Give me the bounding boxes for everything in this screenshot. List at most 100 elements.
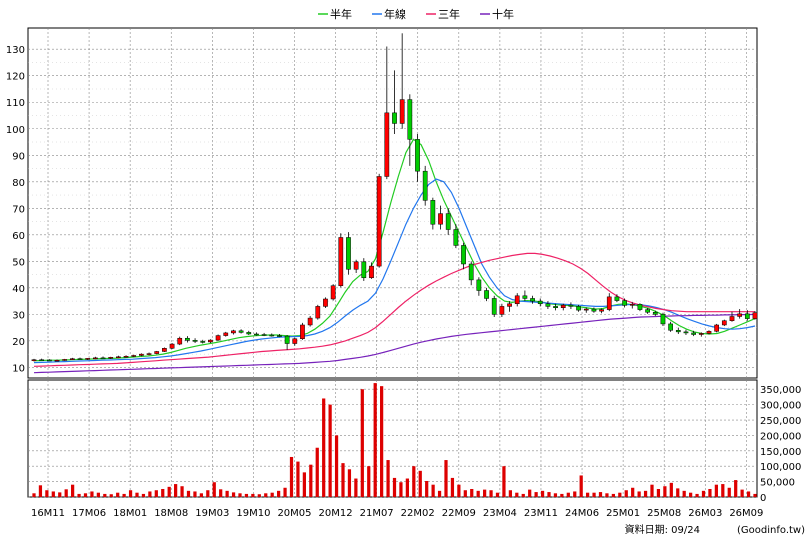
candle-body — [54, 359, 60, 362]
x-tick-label: 18M01 — [113, 508, 147, 519]
volume-bar — [714, 484, 718, 497]
candle-body — [384, 112, 390, 177]
volume-bar — [689, 492, 693, 497]
volume-bar — [193, 491, 197, 497]
candle-body — [261, 334, 267, 336]
candle-body — [162, 348, 167, 352]
volume-plot-area — [27, 379, 758, 498]
volume-bar — [128, 490, 133, 497]
candle-body — [361, 261, 367, 279]
volume-bar — [116, 492, 120, 497]
candle-body — [706, 331, 712, 334]
volume-bar — [174, 484, 178, 497]
volume-bar — [367, 466, 371, 497]
ma-line-十年 — [33, 313, 756, 374]
price-tick-label: 130 — [6, 45, 25, 56]
candle-body — [100, 357, 106, 360]
candle-body — [39, 359, 45, 361]
volume-bar — [347, 469, 352, 497]
candle-body — [131, 355, 137, 357]
volume-bar — [309, 464, 313, 497]
volume-bar — [701, 490, 706, 497]
candle-body — [338, 237, 344, 286]
volume-bar — [437, 490, 442, 497]
candle-body — [146, 353, 152, 355]
volume-bar — [277, 490, 281, 497]
volume-tick-label: 150,000 — [760, 447, 801, 458]
volume-bar — [109, 494, 113, 497]
volume-bar — [328, 404, 332, 497]
volume-bar — [161, 488, 165, 497]
x-tick-label: 25M08 — [647, 508, 681, 519]
volume-bar — [64, 489, 68, 497]
volume-bar — [682, 490, 686, 497]
volume-bar — [380, 386, 384, 497]
volume-bar — [51, 491, 55, 497]
volume-bar — [611, 493, 615, 497]
volume-bar — [244, 493, 249, 497]
volume-bar — [515, 492, 519, 497]
x-tick-label: 19M03 — [195, 508, 229, 519]
candle-body — [691, 332, 696, 335]
candle-body — [530, 298, 535, 302]
candle-body — [246, 332, 252, 335]
price-tick-label: 40 — [12, 284, 25, 295]
candle-body — [599, 309, 604, 312]
candle-body — [721, 320, 727, 326]
volume-bar — [315, 447, 319, 497]
volume-bar — [566, 492, 570, 497]
candle-body — [514, 295, 520, 305]
candle-body — [315, 306, 321, 319]
volume-bar — [373, 383, 377, 497]
candle-body — [215, 335, 221, 341]
volume-bar — [721, 484, 725, 497]
volume-bar — [450, 477, 455, 497]
volume-bar — [431, 484, 435, 497]
volume-tick-label: 200,000 — [760, 431, 801, 442]
candle-body — [553, 306, 558, 308]
volume-bar — [573, 491, 577, 497]
candle-body — [675, 330, 681, 333]
volume-bar — [392, 477, 397, 497]
candle-body — [629, 304, 635, 306]
x-tick-label: 18M08 — [154, 508, 188, 519]
volume-tick-label: 100,000 — [760, 462, 801, 473]
candle-body — [399, 99, 405, 124]
price-tick-label: 100 — [6, 125, 25, 136]
candle-body — [376, 176, 382, 267]
candle-body — [622, 300, 627, 306]
x-tick-label: 25M01 — [606, 508, 640, 519]
candle-body — [491, 298, 497, 315]
volume-bar — [618, 492, 622, 497]
price-tick-label: 50 — [12, 257, 25, 268]
volume-bar — [540, 490, 545, 497]
x-tick-label: 23M04 — [483, 508, 517, 519]
candle-body — [292, 338, 298, 344]
candle-body — [714, 324, 720, 332]
candle-body — [545, 303, 551, 307]
price-tick-label: 110 — [6, 98, 25, 109]
price-tick-label: 70 — [12, 204, 25, 215]
candle-body — [637, 304, 643, 310]
volume-bar — [605, 493, 609, 497]
candle-body — [330, 285, 336, 300]
volume-bar — [508, 490, 512, 497]
volume-bar — [38, 485, 43, 497]
candle-body — [139, 353, 144, 356]
volume-bar — [238, 493, 242, 497]
volume-bar — [264, 493, 268, 497]
volume-bar — [135, 492, 139, 497]
volume-bar — [463, 490, 467, 497]
legend-label: 三年 — [438, 7, 460, 21]
x-tick-label: 17M06 — [72, 508, 106, 519]
candle-body — [185, 337, 190, 341]
volume-bar — [425, 480, 429, 497]
candle-body — [154, 351, 160, 354]
candle-body — [668, 323, 673, 331]
volume-bar — [206, 490, 210, 497]
volume-bar — [45, 490, 49, 497]
candle-body — [353, 261, 359, 270]
legend-label: 十年 — [492, 7, 514, 21]
price-tick-label: 90 — [12, 151, 25, 162]
